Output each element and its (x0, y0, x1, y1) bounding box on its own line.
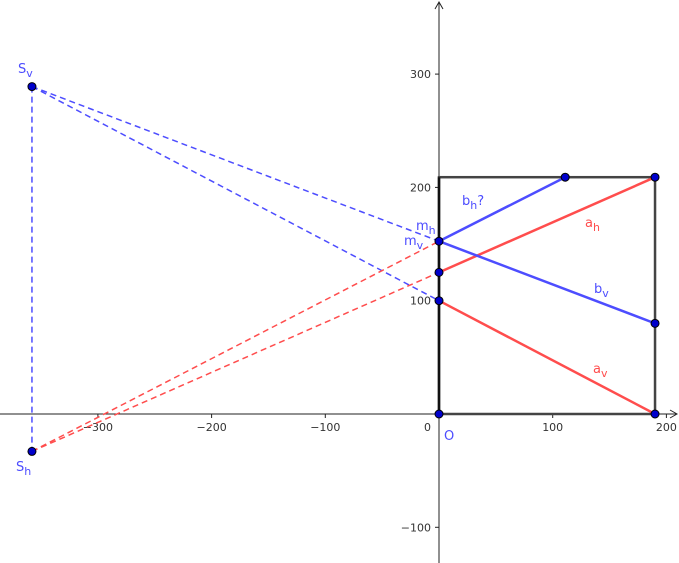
segment-a_v (438, 299, 656, 416)
label-Sv: Sv (18, 62, 33, 80)
label-mv: mv (404, 234, 424, 252)
label-mh: mh (416, 219, 436, 237)
segment-a_h (438, 176, 656, 274)
segment-sv-m (31, 85, 440, 242)
x-tick-label: −300 (83, 421, 113, 434)
segment-sv-p100 (31, 85, 440, 302)
point-Sh (27, 446, 37, 456)
y-axis-arrow-icon (434, 0, 444, 10)
segment-b_v (438, 240, 656, 325)
x-tick-label: 200 (656, 421, 677, 434)
segment-sh-m (31, 240, 440, 453)
y-tick-label: 100 (410, 295, 431, 308)
segment-b_h (438, 176, 566, 243)
point-B (650, 172, 660, 182)
x-axis-arrow-icon (669, 409, 679, 419)
point-P100 (434, 296, 444, 306)
label-bh: bh? (462, 194, 484, 212)
origin-label: 0 (424, 421, 431, 434)
label-av: av (593, 362, 608, 380)
point-M (434, 236, 444, 246)
label-bv: bv (594, 282, 609, 300)
point-R (650, 318, 660, 328)
label-Sh: Sh (16, 460, 31, 478)
x-tick-label: −200 (196, 421, 226, 434)
point-O (434, 409, 444, 419)
x-tick-label: 100 (542, 421, 563, 434)
point-P125 (434, 267, 444, 277)
rectangle (437, 175, 657, 416)
point-T (560, 172, 570, 182)
y-tick-label: 200 (410, 181, 431, 194)
point-label-O: O (444, 429, 454, 444)
x-tick-label: −100 (310, 421, 340, 434)
point-A (650, 409, 660, 419)
y-tick-label: 300 (410, 68, 431, 81)
label-ah: ah (585, 216, 600, 234)
segment-sh-p125 (31, 271, 440, 453)
point-Sv (27, 82, 37, 92)
y-tick-label: −100 (401, 521, 431, 534)
